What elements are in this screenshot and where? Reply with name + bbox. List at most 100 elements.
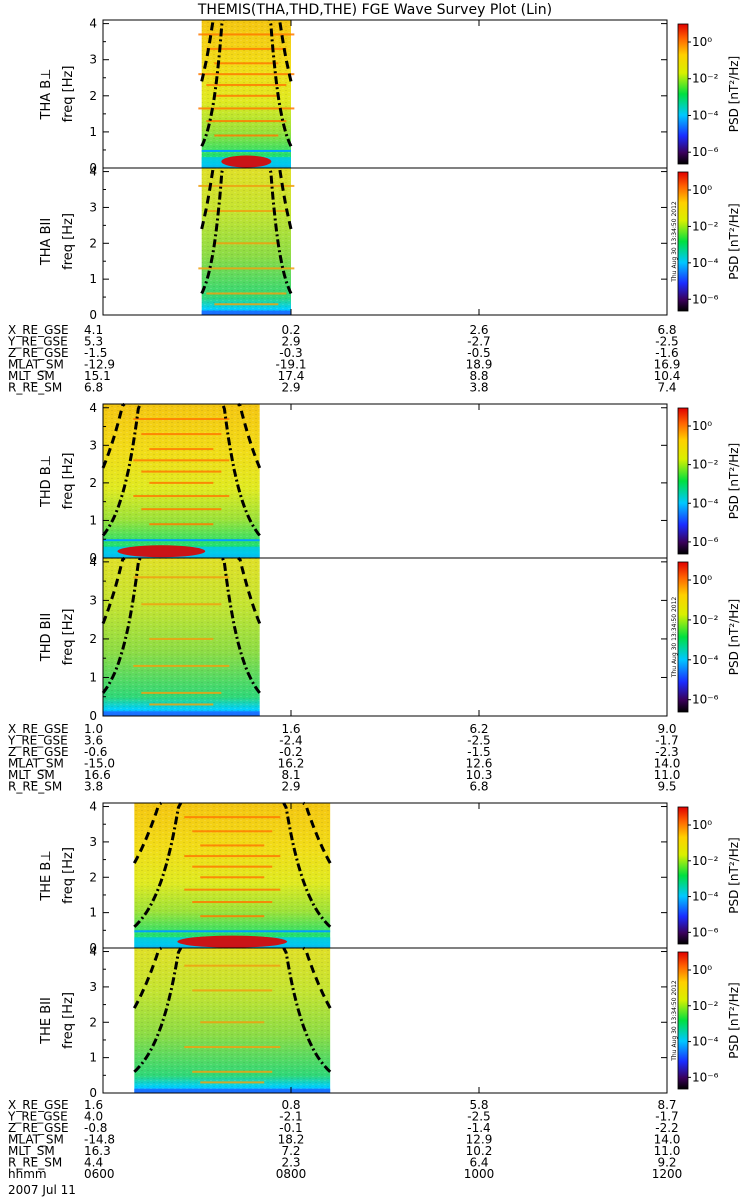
tha-eph-value: -12.9 [84,358,115,372]
tha-eph-value: -1.5 [84,346,107,360]
thd-bpar-freq-label: freq [Hz] [61,609,76,666]
tha-bpar-ytick-label: 4 [89,165,97,179]
thd-bperp-emission-line [149,448,214,451]
the-eph-value: 4.4 [84,1156,103,1170]
the-bperp-cyan-line [134,930,331,933]
tha-eph-name: Z_RE_GSE [8,346,69,360]
the-bperp-colorbar-tick-label: 10⁻² [692,854,719,868]
tha-eph-value: -2.5 [655,335,678,349]
thd-eph-value: 10.3 [466,768,493,782]
thd-eph-name: MLAT_SM [8,757,64,771]
the-eph-value: 4.0 [84,1110,103,1124]
thd-bperp-emission-line [133,459,230,462]
tha-bperp-colorbar-tick-label: 10⁻⁶ [692,145,719,159]
the-bpar-emission-line [192,1070,273,1073]
tha-eph-value: 2.6 [469,323,488,337]
thd-eph-value: 2.9 [281,780,300,794]
thd-bperp-emission-line [133,495,230,498]
thd-bpar-fce2-curve-right [237,556,262,625]
the-bpar-colorbar-tick-label: 10⁰ [692,963,712,977]
thd-eph-value: -2.4 [279,734,302,748]
the-eph-value: 10.2 [466,1144,493,1158]
tha-bpar-colorbar-tick-label: 10⁻² [692,219,719,233]
thd-bperp-colorbar-tick-label: 10⁻⁶ [692,535,719,549]
the-bpar-emission-line [192,989,273,992]
the-bpar-ytick-label: 4 [89,945,97,959]
thd-eph-value: -2.5 [467,734,490,748]
tha-eph-name: X_RE_GSE [8,323,69,337]
the-bpar-ytick-label: 3 [89,980,97,994]
the-eph-value: 9.2 [657,1156,676,1170]
the-bperp-emission-line [192,901,273,904]
tha-bperp-emission-line [198,33,295,36]
thd-bpar-fce-curve-left [101,557,142,694]
the-eph-name: MLAT_SM [8,1133,64,1147]
thd-bpar-colorbar-tick-label: 10⁻² [692,613,719,627]
tha-eph-value: 18.9 [466,358,493,372]
tha-bpar-colorbar-tick-label: 10⁻⁶ [692,292,719,306]
thd-bperp-colorbar-tick-label: 10⁻⁴ [692,496,719,510]
the-bperp-emission-line [200,844,265,847]
thd-bperp-emission-line [141,508,222,511]
tha-bperp-ytick-label: 0 [89,161,97,175]
thd-bpar-emission-line [141,603,222,606]
tha-bpar-colorbar-label: PSD [nT²/Hz] [727,203,741,279]
thd-bperp-ytick-label: 4 [89,401,97,415]
tha-eph-value: 6.8 [84,381,103,395]
the-bperp-fce-curve-left [133,802,183,928]
thd-bperp-colorbar [677,407,689,555]
tha-bperp-fce-curve-right [268,19,293,147]
the-bperp-colorbar-tick-label: 10⁻⁶ [692,925,719,939]
the-bperp-fce2-curve-right [302,801,332,864]
thd-bpar-ytick-label: 4 [89,555,97,569]
tha-eph-value: -19.1 [275,358,306,372]
the-bpar-colorbar-tick-label: 10⁻⁴ [692,1035,719,1049]
tha-bperp-fce2-curve-right [277,19,293,82]
the-eph-value: -2.1 [279,1110,302,1124]
tha-bperp-colorbar [677,23,689,165]
the-bpar-fce2-curve-right [302,946,332,1009]
the-bpar-timestamp: Thu Aug 30 13:34:50 2012 [671,980,678,1062]
tha-eph-value: 8.8 [469,369,488,383]
tha-bperp-colorbar-tick-label: 10⁻² [692,72,719,86]
thd-bperp-probe-label: THD B⊥ [39,455,54,508]
the-bperp-ytick-label: 1 [89,906,97,920]
thd-eph-name: Z_RE_GSE [8,745,69,759]
the-bperp-probe-label: THE B⊥ [39,850,54,901]
tha-bpar-probe-label: THA BII [39,218,54,266]
tha-bpar-emission-line [206,292,287,295]
tha-eph-value: 0.2 [281,323,300,337]
tha-eph-value: 10.4 [654,369,681,383]
the-eph-value: -0.1 [279,1121,302,1135]
thd-eph-value: 1.6 [281,722,300,736]
tha-bperp-emission-line [198,107,295,110]
tha-eph-value: 16.9 [654,358,681,372]
tha-eph-name: R_RE_SM [8,381,62,395]
thd-bpar-lowfreq-band [103,711,260,716]
thd-bpar-ytick-label: 0 [89,709,97,723]
thd-bperp-cyan-line [103,539,260,542]
the-bperp-colorbar-tick-label: 10⁰ [692,818,712,832]
the-bpar-fce-curve-right [282,947,332,1073]
tha-eph-value: 7.4 [657,381,676,395]
the-bpar-spectrogram-texture [134,948,331,1093]
tha-bpar-lowfreq-band [201,310,291,315]
thd-eph-value: 9.5 [657,780,676,794]
thd-eph-value: -1.7 [655,734,678,748]
the-bpar-colorbar [677,951,689,1090]
tha-eph-name: Y_RE_GSE [7,335,68,349]
the-eph-value: 16.3 [84,1144,111,1158]
thd-bpar-colorbar-tick-label: 10⁻⁶ [692,693,719,707]
the-bperp-colorbar [677,806,689,945]
tha-bpar-emission-line [214,242,279,245]
tha-eph-value: 5.3 [84,335,103,349]
the-eph-value: 6.4 [469,1156,488,1170]
the-bpar-probe-label: THE BII [39,997,54,1045]
thd-eph-value: -15.0 [84,757,115,771]
tha-bpar-ytick-label: 3 [89,200,97,214]
tha-bperp-spectrogram-texture [201,20,291,168]
the-bperp-colorbar-tick-label: 10⁻⁴ [692,890,719,904]
tha-bperp-freq-label: freq [Hz] [61,66,76,123]
thd-bpar-probe-label: THD BII [39,613,54,662]
tha-bperp-ytick-label: 2 [89,89,97,103]
